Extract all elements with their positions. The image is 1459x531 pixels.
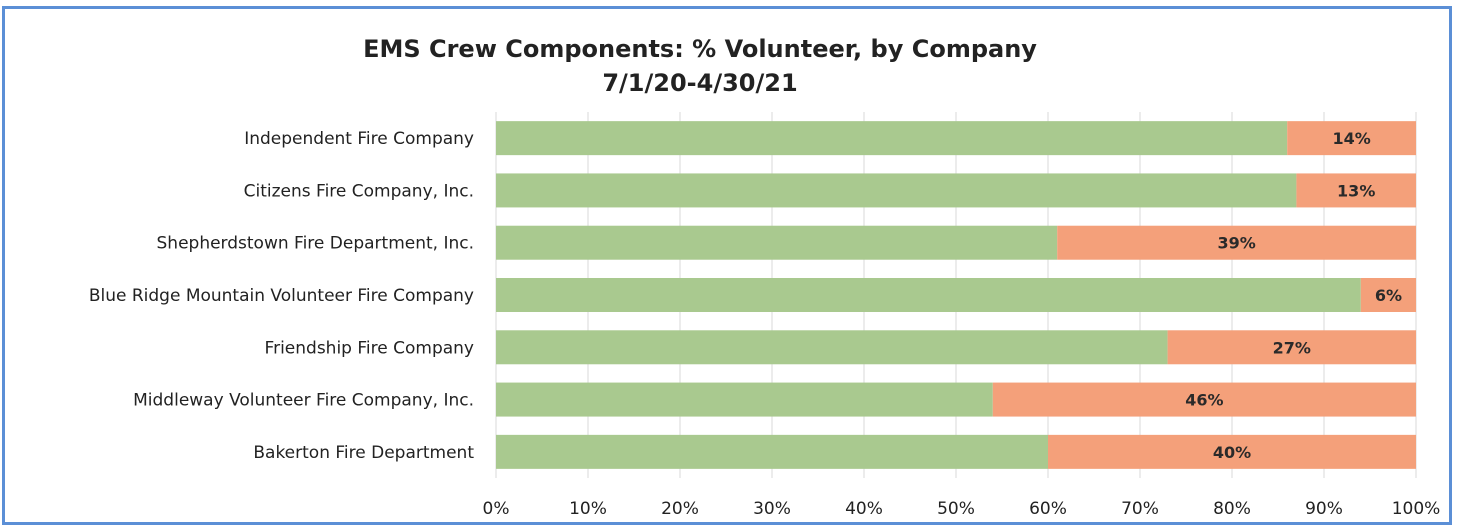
bar-segment — [496, 330, 1168, 365]
category-label: Shepherdstown Fire Department, Inc. — [157, 234, 475, 254]
data-labels: 14% 13% 39% 6% 27% 46% 40% — [1185, 129, 1402, 462]
x-tick-label: 30% — [753, 499, 791, 519]
data-label: 46% — [1185, 391, 1223, 410]
bar-segment — [1048, 434, 1416, 469]
x-tick-labels: 0% 10% 20% 30% 40% 50% 60% 70% 80% 90% 100% — [483, 499, 1441, 519]
x-tick-label: 60% — [1029, 499, 1067, 519]
category-label: Bakerton Fire Department — [253, 443, 474, 463]
bars — [496, 121, 1416, 469]
data-label: 13% — [1337, 181, 1375, 200]
data-label: 6% — [1375, 286, 1402, 305]
category-label: Citizens Fire Company, Inc. — [244, 181, 474, 201]
chart-title-line1: EMS Crew Components: % Volunteer, by Com… — [363, 35, 1037, 63]
x-tick-label: 0% — [483, 499, 510, 519]
bar-segment — [1287, 121, 1416, 156]
x-tick-label: 80% — [1213, 499, 1251, 519]
x-tick-label: 50% — [937, 499, 975, 519]
data-label: 39% — [1217, 234, 1255, 253]
bar-segment — [496, 382, 993, 417]
x-tick-label: 90% — [1305, 499, 1343, 519]
data-label: 27% — [1273, 338, 1311, 357]
bar-segment — [992, 382, 1416, 417]
x-tick-label: 70% — [1121, 499, 1159, 519]
data-label: 40% — [1213, 443, 1251, 462]
bar-segment — [1296, 173, 1416, 208]
category-label: Blue Ridge Mountain Volunteer Fire Compa… — [89, 286, 474, 306]
bar-segment — [496, 121, 1288, 156]
chart-title: EMS Crew Components: % Volunteer, by Com… — [0, 32, 1400, 100]
x-tick-label: 40% — [845, 499, 883, 519]
x-tick-label: 20% — [661, 499, 699, 519]
bar-segment — [1360, 278, 1416, 312]
chart-title-line2: 7/1/20-4/30/21 — [602, 69, 798, 97]
bar-segment — [1057, 225, 1416, 260]
x-tick-label: 100% — [1392, 499, 1441, 519]
category-label: Middleway Volunteer Fire Company, Inc. — [133, 391, 474, 411]
bar-segment — [496, 225, 1058, 260]
bar-segment — [1167, 330, 1416, 365]
category-labels: Independent Fire Company Citizens Fire Co… — [89, 129, 475, 463]
category-label: Friendship Fire Company — [265, 338, 474, 358]
category-label: Independent Fire Company — [244, 129, 474, 149]
x-tick-label: 10% — [569, 499, 607, 519]
bar-segment — [496, 278, 1361, 312]
data-label: 14% — [1332, 129, 1370, 148]
bar-segment — [496, 434, 1048, 469]
bar-segment — [496, 173, 1297, 208]
